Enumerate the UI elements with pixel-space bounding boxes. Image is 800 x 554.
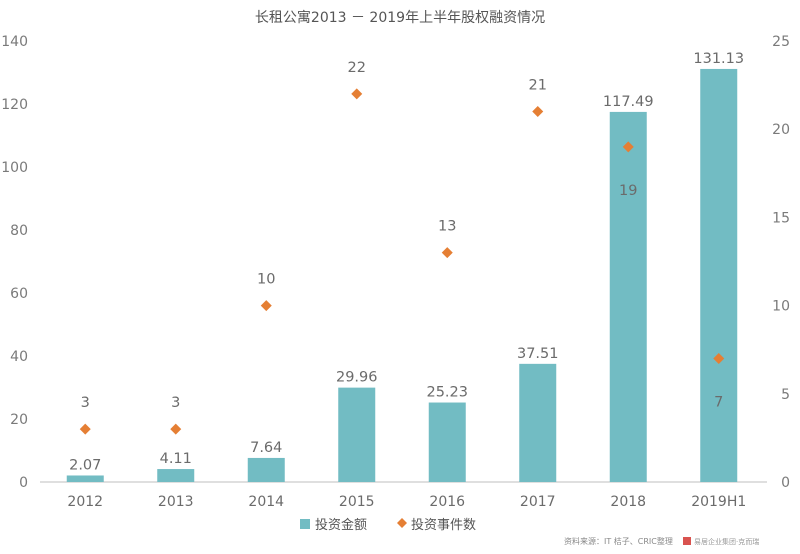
bar xyxy=(247,457,285,482)
diamond-marker xyxy=(170,423,182,435)
left-tick-label: 20 xyxy=(10,412,28,428)
bar-labels: 2.07 4.11 7.64 29.96 25.23 37.51 117.49 131.13 xyxy=(69,51,744,474)
bar-value-label: 2.07 xyxy=(69,457,101,473)
right-tick-label: 25 xyxy=(772,34,790,50)
right-tick-label: 10 xyxy=(772,299,790,315)
source-note: 资料来源：IT 桔子、CRIC整理 xyxy=(564,536,673,546)
x-axis-categories: 2012 2013 2014 2015 2016 2017 2018 2019H1 xyxy=(67,494,746,510)
watermark-logo: 易居企业集团·克而瑞 xyxy=(683,537,759,546)
bar-value-label: 7.64 xyxy=(250,440,282,456)
marker-value-label: 3 xyxy=(81,395,90,411)
marker-labels: 3 3 10 22 13 21 19 7 xyxy=(81,60,724,411)
bar xyxy=(609,111,647,483)
marker-value-label: 22 xyxy=(348,60,366,76)
bar xyxy=(700,68,738,483)
bar-value-label: 131.13 xyxy=(693,51,744,67)
legend-label-bar: 投资金额 xyxy=(315,517,367,533)
bar-value-label: 117.49 xyxy=(603,94,654,110)
bar-value-label: 29.96 xyxy=(336,370,378,386)
category-label: 2019H1 xyxy=(691,494,746,510)
marker-series xyxy=(79,88,725,435)
legend-swatch-diamond xyxy=(397,518,407,528)
diamond-marker xyxy=(713,353,725,365)
diamond-marker xyxy=(351,88,363,100)
marker-value-label: 3 xyxy=(171,395,180,411)
bar xyxy=(66,475,104,482)
right-tick-label: 0 xyxy=(781,475,790,491)
bar xyxy=(157,469,195,482)
marker-value-label: 21 xyxy=(529,78,547,94)
left-tick-label: 120 xyxy=(1,97,28,113)
bar xyxy=(338,387,376,482)
bar-value-label: 4.11 xyxy=(160,451,192,467)
category-label: 2018 xyxy=(610,494,646,510)
diamond-marker xyxy=(260,300,272,312)
diamond-marker xyxy=(532,106,544,118)
legend: 投资金额 投资事件数 xyxy=(300,517,476,533)
bar-value-label: 25.23 xyxy=(426,385,468,401)
bar-series xyxy=(66,68,738,483)
category-label: 2015 xyxy=(339,494,375,510)
left-axis: 0 20 40 60 80 100 120 140 xyxy=(1,34,28,491)
right-tick-label: 20 xyxy=(772,122,790,138)
category-label: 2012 xyxy=(67,494,103,510)
category-label: 2016 xyxy=(429,494,465,510)
legend-label-diamond: 投资事件数 xyxy=(411,517,476,533)
chart-title: 长租公寓2013 － 2019年上半年股权融资情况 xyxy=(255,9,545,26)
left-tick-label: 0 xyxy=(19,475,28,491)
left-tick-label: 100 xyxy=(1,160,28,176)
legend-swatch-bar xyxy=(300,519,310,529)
watermark-text: 易居企业集团·克而瑞 xyxy=(694,537,759,546)
category-label: 2014 xyxy=(248,494,284,510)
diamond-marker xyxy=(79,423,91,435)
right-tick-label: 5 xyxy=(781,387,790,403)
category-label: 2017 xyxy=(520,494,556,510)
marker-value-label: 13 xyxy=(438,219,456,235)
bar-value-label: 37.51 xyxy=(517,346,559,362)
bar xyxy=(519,363,557,482)
marker-value-label: 7 xyxy=(714,395,723,411)
category-label: 2013 xyxy=(158,494,194,510)
bar xyxy=(428,402,466,482)
left-tick-label: 80 xyxy=(10,223,28,239)
left-tick-label: 140 xyxy=(1,34,28,50)
right-tick-label: 15 xyxy=(772,210,790,226)
right-axis: 0 5 10 15 20 25 xyxy=(772,34,790,491)
marker-value-label: 10 xyxy=(257,272,275,288)
marker-value-label: 19 xyxy=(619,183,637,199)
left-tick-label: 40 xyxy=(10,349,28,365)
diamond-marker xyxy=(441,247,453,259)
left-tick-label: 60 xyxy=(10,286,28,302)
diamond-marker xyxy=(622,141,634,153)
